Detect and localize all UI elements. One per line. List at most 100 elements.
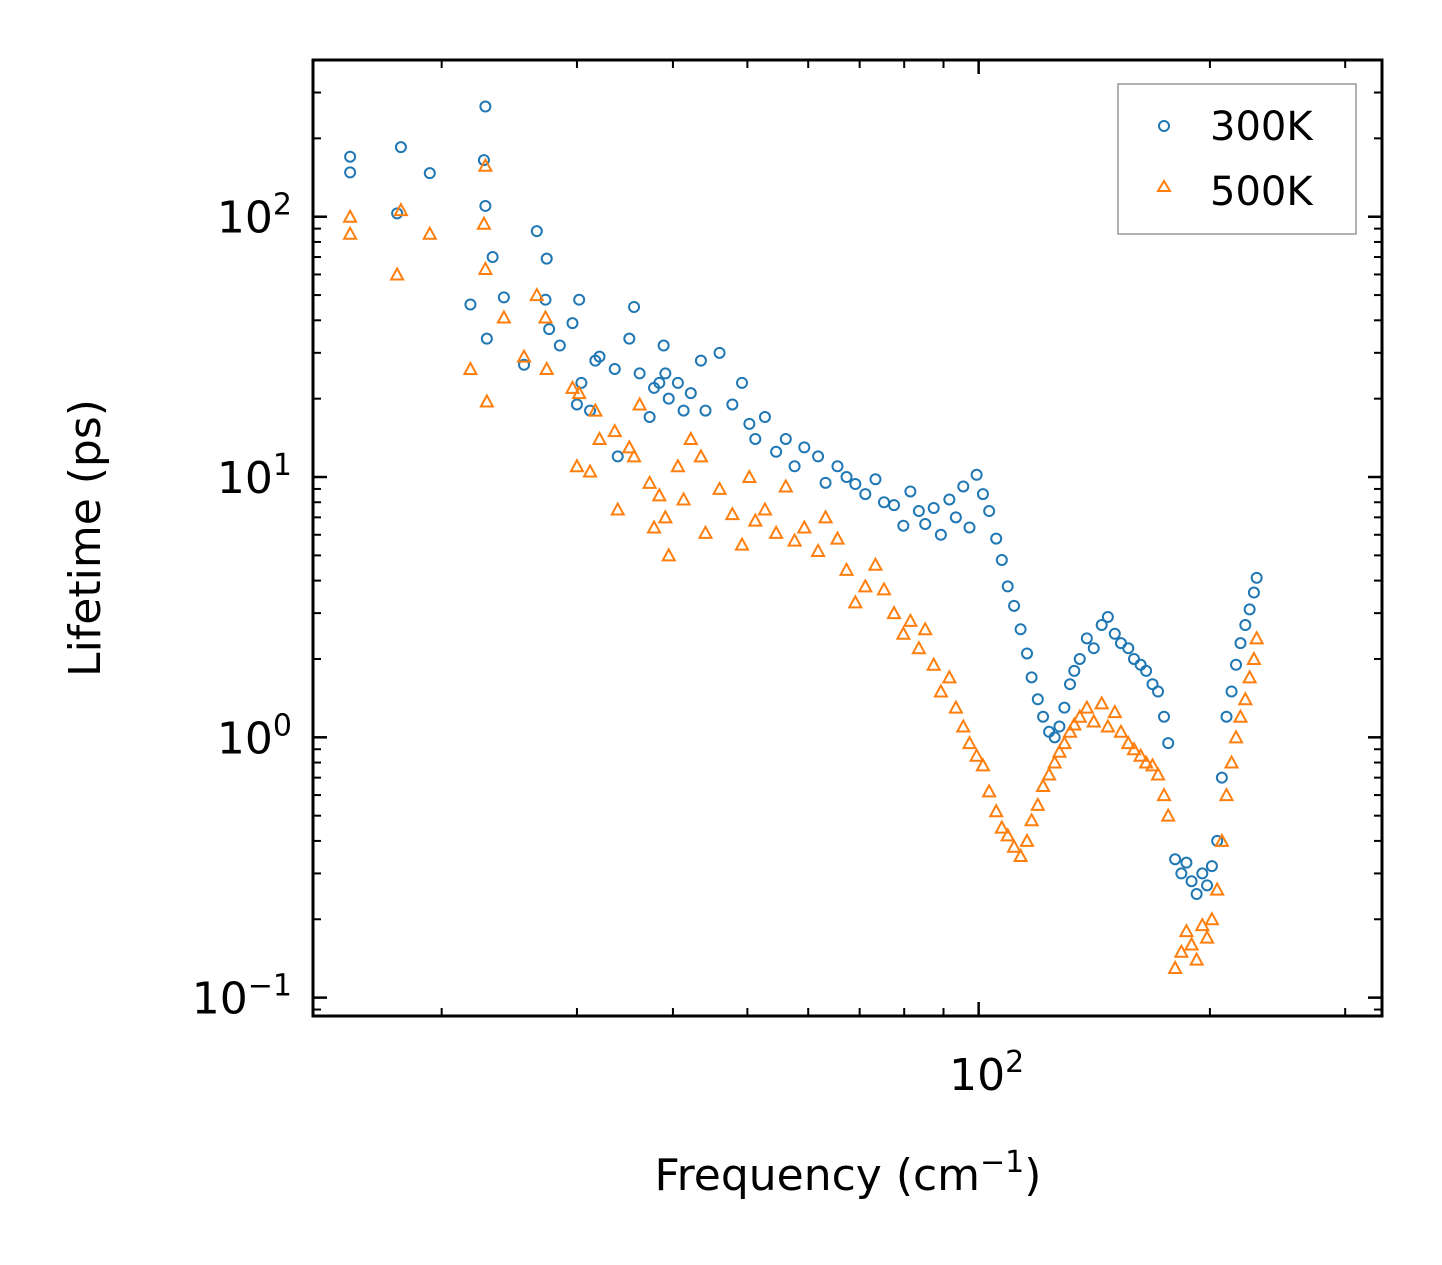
data-point-300k [659,367,672,380]
data-point-500k [1199,929,1215,944]
data-point-500k [537,309,554,324]
data-point-500k [757,501,773,516]
data-point-300k [1127,652,1140,665]
data-point-500k [587,402,604,417]
data-point-300k [1064,678,1077,691]
y-tick-label: 101 [217,448,292,504]
data-point-500k [1056,735,1073,750]
y-tick-label: 102 [217,188,292,244]
data-point-300k [1140,664,1153,677]
x-axis-title: Frequency (cm−1) [655,1145,1042,1201]
data-point-300k [662,392,675,405]
data-point-300k [869,473,882,486]
x-axis-title-main: Frequency (cm [655,1150,981,1201]
data-point-300k [1205,860,1218,873]
data-point-300k [1220,710,1233,723]
data-point-500k [1150,766,1166,781]
data-point-500k [1100,718,1116,733]
data-point-500k [1160,807,1176,822]
data-point-500k [1126,741,1142,756]
legend-box [1117,83,1357,235]
data-point-300k [608,363,621,376]
data-point-500k [569,458,585,473]
data-point-500k [1047,754,1063,769]
data-point-500k [393,202,409,217]
data-point-300k [1053,720,1066,733]
data-point-300k [934,528,947,541]
legend: 300K 500K [1117,83,1357,235]
data-point-500k [886,605,902,620]
data-point-500k [741,468,758,484]
data-point-500k [1035,777,1051,793]
data-point-500k [867,556,884,571]
data-point-300k [743,417,756,430]
data-point-500k [582,463,598,478]
data-point-500k [641,474,658,489]
data-point-500k [1173,943,1190,958]
data-point-300k [593,350,606,363]
data-point-500k [1041,766,1057,781]
data-point-500k [1113,723,1129,738]
data-point-300k [423,167,436,180]
data-point-500k [1214,832,1230,847]
data-point-300k [1080,632,1093,645]
data-point-300k [694,354,707,367]
legend-label-500k: 500K [1210,169,1314,215]
data-point-500k [829,530,846,545]
data-point-300k [849,478,862,491]
data-point-500k [631,396,648,411]
y-tick-label: 100 [217,708,292,764]
data-point-500k [1237,691,1254,706]
data-point-300k [779,432,792,445]
data-point-500k [591,430,608,445]
data-point-300k [628,300,641,313]
data-point-500k [564,379,581,394]
data-point-500k [778,478,794,493]
data-point-300k [1101,610,1114,623]
data-point-500k [342,225,358,240]
data-point-300k [770,445,783,458]
data-point-500k [1030,796,1046,811]
data-point-500k [1023,812,1040,827]
data-point-500k [810,542,826,557]
data-point-500k [838,561,855,576]
data-point-500k [1188,951,1205,966]
data-point-300k [553,339,566,352]
data-point-500k [610,501,626,516]
data-point-300k [684,387,697,400]
data-point-500k [917,621,933,636]
data-point-300k [677,404,690,417]
data-point-500k [961,735,978,750]
data-point-500k [1120,735,1136,750]
legend-marker-300k [1158,120,1170,132]
data-point-300k [633,367,646,380]
data-point-500k [955,718,971,733]
data-point-300k [575,376,588,389]
data-point-300k [464,298,477,311]
data-point-300k [344,150,357,163]
data-point-300k [943,493,956,506]
data-point-500k [941,669,958,684]
data-point-500k [1223,754,1240,769]
data-point-300k [1068,664,1081,677]
data-point-500k [768,524,784,539]
legend-label-300k: 300K [1210,104,1314,150]
data-point-500k [1144,757,1161,772]
x-tick-label: 102 [949,1045,1024,1101]
data-point-500k [626,448,642,463]
data-point-500k [1012,847,1029,863]
data-point-500k [933,683,949,698]
data-point-500k [1000,827,1016,842]
x-axis-tick-labels: 102 [949,1045,1024,1101]
data-point-500k [1183,936,1200,951]
data-point-300k [1087,642,1100,655]
data-point-300k [927,502,940,515]
data-point-300k [1073,652,1086,665]
data-point-300k [812,450,825,463]
series-500k [342,157,1265,974]
data-point-300k [983,505,996,518]
data-point-500k [948,699,964,714]
legend-marker-500k [1156,179,1172,192]
data-point-300k [963,521,976,534]
